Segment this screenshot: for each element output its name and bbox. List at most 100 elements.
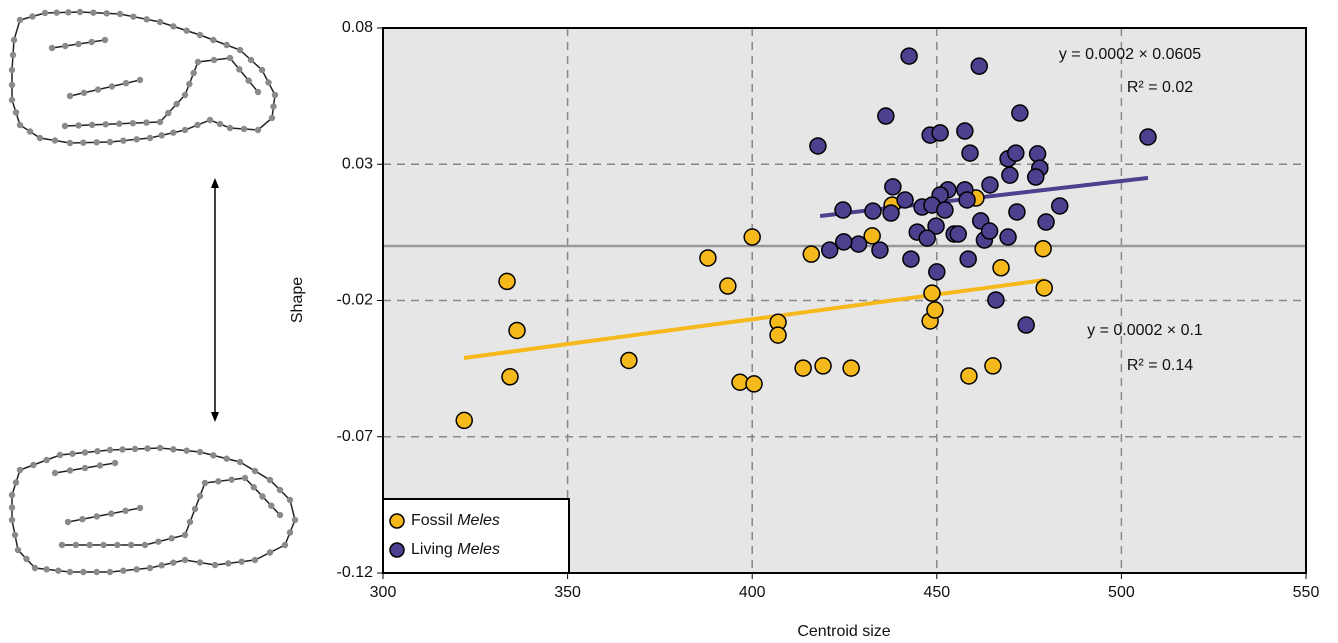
landmark [170, 559, 176, 565]
landmark [80, 139, 86, 145]
y-axis-label: Shape [289, 277, 306, 323]
point [1030, 146, 1046, 162]
point [822, 242, 838, 258]
point [901, 48, 917, 64]
landmark [23, 556, 29, 562]
shape-line [68, 508, 140, 522]
point [897, 192, 913, 208]
landmark [182, 532, 188, 538]
landmark [155, 538, 161, 544]
landmark [248, 57, 254, 63]
point [929, 264, 945, 280]
point [746, 376, 762, 392]
chart: Centroid size Shape 300350400450500550-0… [0, 0, 1338, 643]
landmark [277, 487, 283, 493]
point [720, 278, 736, 294]
landmark [123, 80, 129, 86]
landmark [67, 93, 73, 99]
landmark [9, 67, 15, 73]
landmark [133, 566, 139, 572]
landmark [15, 547, 21, 553]
point [810, 138, 826, 154]
landmark [79, 516, 85, 522]
legend-box [383, 499, 569, 573]
landmark [65, 9, 71, 15]
point [1038, 214, 1054, 230]
landmark [59, 542, 65, 548]
landmark [194, 122, 200, 128]
landmark [9, 504, 15, 510]
landmark [107, 569, 113, 575]
annotation: R² = 0.14 [1127, 357, 1193, 374]
landmark [52, 470, 58, 476]
landmark [62, 123, 68, 129]
point [502, 369, 518, 385]
point [985, 358, 1001, 374]
annotation: y = 0.0002 × 0.0605 [1059, 46, 1201, 63]
point [700, 250, 716, 266]
point [835, 202, 851, 218]
point [885, 179, 901, 195]
landmark [147, 135, 153, 141]
landmark [270, 103, 276, 109]
landmark [168, 535, 174, 541]
landmark [102, 37, 108, 43]
landmark [12, 532, 18, 538]
point [865, 203, 881, 219]
point [795, 360, 811, 376]
landmark [82, 465, 88, 471]
landmark [227, 55, 233, 61]
landmark [202, 480, 208, 486]
landmark [207, 117, 213, 123]
landmark [144, 445, 150, 451]
landmark [158, 132, 164, 138]
landmark [52, 137, 58, 143]
landmark [183, 447, 189, 453]
arrow-head [211, 412, 219, 422]
landmark [215, 478, 221, 484]
shape-diagrams [9, 9, 298, 575]
landmark [80, 569, 86, 575]
y-tick-label: -0.12 [337, 564, 374, 581]
landmark [108, 510, 114, 516]
landmark [186, 81, 192, 87]
landmark [65, 519, 71, 525]
landmark [210, 37, 216, 43]
legend-marker [390, 543, 404, 557]
point [836, 234, 852, 250]
landmark [94, 448, 100, 454]
landmark [225, 560, 231, 566]
landmark [13, 109, 19, 115]
landmark [11, 37, 17, 43]
landmark [228, 476, 234, 482]
landmark [122, 508, 128, 514]
landmark [277, 512, 283, 518]
shape-line [65, 58, 258, 126]
landmark [43, 457, 49, 463]
landmark [86, 542, 92, 548]
landmark [97, 462, 103, 468]
y-tick-label: -0.02 [337, 292, 374, 309]
landmark [53, 9, 59, 15]
point [919, 230, 935, 246]
landmark [147, 565, 153, 571]
landmark [197, 449, 203, 455]
point [1018, 317, 1034, 333]
landmark [223, 42, 229, 48]
landmark [158, 562, 164, 568]
x-tick-label: 500 [1108, 584, 1135, 601]
point [1009, 204, 1025, 220]
landmark [183, 27, 189, 33]
landmark [94, 513, 100, 519]
landmark [255, 127, 261, 133]
landmark [182, 557, 188, 563]
point [883, 205, 899, 221]
landmark [27, 128, 33, 134]
landmark [95, 86, 101, 92]
landmark [128, 542, 134, 548]
landmark [265, 79, 271, 85]
landmark [49, 45, 55, 51]
landmark [75, 122, 81, 128]
landmark [93, 139, 99, 145]
landmark [120, 567, 126, 573]
